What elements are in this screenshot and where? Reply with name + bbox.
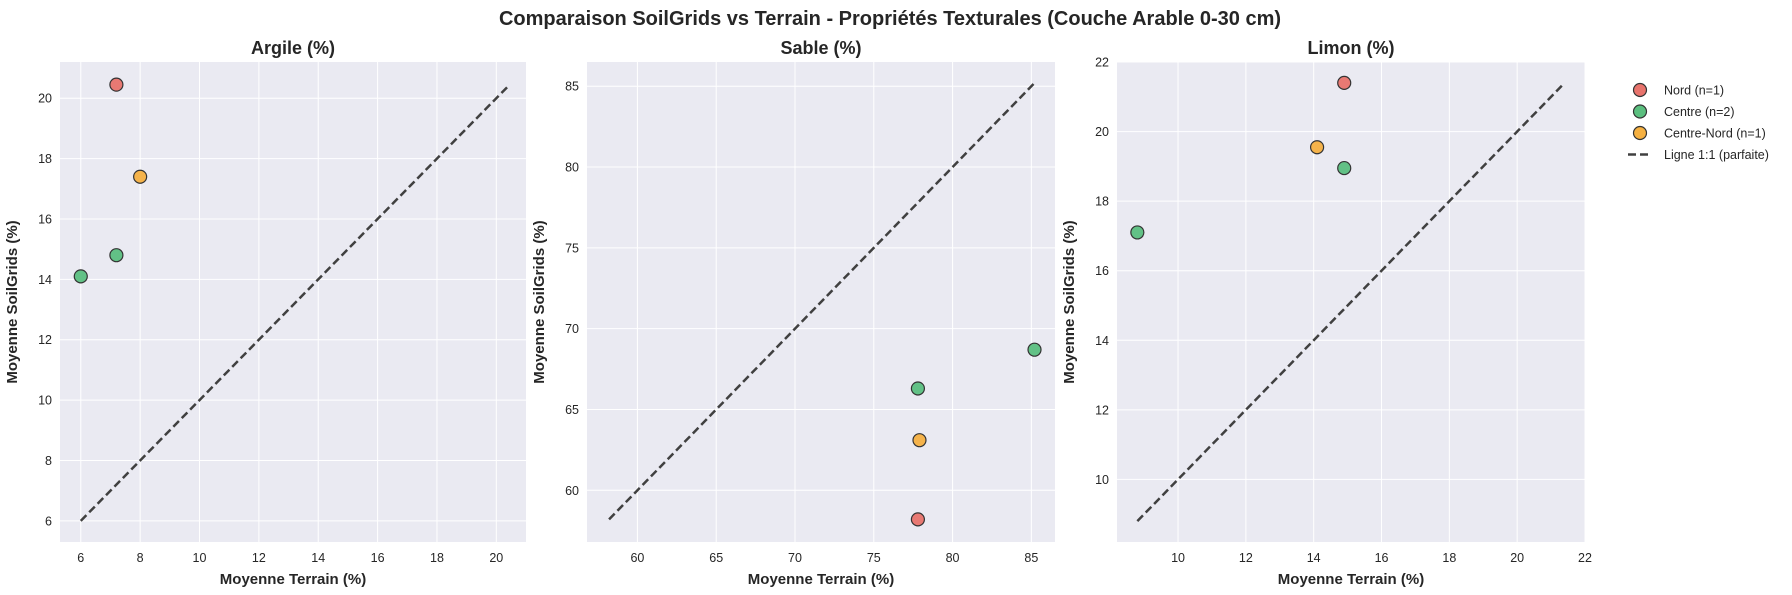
x-tick-label: 20 — [1510, 551, 1524, 565]
x-tick-label: 75 — [867, 551, 881, 565]
x-tick-label: 18 — [430, 551, 444, 565]
x-tick-label: 20 — [489, 551, 503, 565]
y-tick-label: 14 — [38, 273, 52, 287]
x-tick-label: 65 — [709, 551, 723, 565]
x-tick-label: 8 — [137, 551, 144, 565]
y-tick-label: 10 — [1095, 473, 1109, 487]
x-tick-label: 22 — [1578, 551, 1592, 565]
x-tick-label: 80 — [946, 551, 960, 565]
y-tick-label: 12 — [1095, 403, 1109, 417]
y-axis-label: Moyenne SoilGrids (%) — [531, 220, 548, 383]
legend-label: Centre-Nord (n=1) — [1664, 127, 1766, 141]
x-axis-label: Moyenne Terrain (%) — [748, 571, 894, 588]
x-tick-label: 12 — [252, 551, 266, 565]
identity-line — [608, 82, 1036, 521]
x-tick-label: 14 — [1307, 551, 1321, 565]
panels: 6 8 10 12 14 16 18 20 6 8 10 12 14 16 18 20 Argile (%) Mo… — [4, 38, 1592, 588]
legend-marker — [1632, 82, 1648, 98]
y-tick-label: 22 — [1095, 56, 1109, 70]
y-tick-label: 16 — [1095, 264, 1109, 278]
y-tick-label: 18 — [1095, 195, 1109, 209]
legend-label: Centre (n=2) — [1664, 105, 1735, 119]
panel-title: Argile (%) — [251, 38, 335, 58]
x-tick-label: 85 — [1024, 551, 1038, 565]
x-tick-label: 6 — [77, 551, 84, 565]
legend-label: Ligne 1:1 (parfaite) — [1664, 148, 1769, 162]
legend: Nord (n=1) Centre (n=2) Centre-Nord (n=1) L… — [1628, 82, 1769, 162]
y-tick-label: 14 — [1095, 334, 1109, 348]
grid — [587, 62, 1055, 542]
x-tick-label: 70 — [788, 551, 802, 565]
y-axis-label: Moyenne SoilGrids (%) — [1061, 220, 1078, 383]
data-point — [910, 381, 926, 396]
x-tick-label: 10 — [1171, 551, 1185, 565]
panel-1: 6 8 10 12 14 16 18 20 6 8 10 12 14 16 18 20 Argile (%) Mo… — [4, 38, 526, 588]
figure-title: Comparaison SoilGrids vs Terrain - Propr… — [499, 8, 1281, 30]
y-tick-label: 18 — [38, 152, 52, 166]
y-tick-label: 12 — [38, 333, 52, 347]
y-tick-label: 6 — [45, 514, 52, 528]
y-tick-label: 8 — [45, 454, 52, 468]
legend-entry: Centre-Nord (n=1) — [1632, 125, 1766, 141]
y-tick-label: 70 — [565, 322, 579, 336]
legend-marker — [1632, 125, 1648, 141]
x-tick-label: 14 — [311, 551, 325, 565]
panel-title: Sable (%) — [780, 38, 861, 58]
x-tick-label: 18 — [1442, 551, 1456, 565]
y-tick-label: 65 — [565, 403, 579, 417]
data-point — [910, 512, 926, 527]
data-point — [1130, 225, 1145, 240]
data-point — [1337, 160, 1352, 176]
data-point — [1309, 140, 1325, 155]
data-point — [73, 269, 88, 284]
data-point — [109, 77, 124, 92]
y-tick-label: 85 — [565, 80, 579, 94]
y-tick-label: 80 — [565, 161, 579, 175]
x-tick-label: 16 — [371, 551, 385, 565]
legend-entry: Nord (n=1) — [1632, 82, 1724, 98]
y-tick-label: 10 — [38, 394, 52, 408]
legend-marker — [1632, 104, 1648, 119]
y-tick-label: 20 — [1095, 125, 1109, 139]
legend-label: Nord (n=1) — [1664, 84, 1724, 98]
panel-title: Limon (%) — [1308, 38, 1395, 58]
identity-line — [79, 85, 510, 522]
legend-entry: Centre (n=2) — [1632, 104, 1735, 119]
data-point — [1337, 75, 1352, 90]
data-point — [912, 433, 927, 448]
plot-area — [60, 62, 526, 542]
x-tick-label: 12 — [1239, 551, 1253, 565]
identity-line — [1136, 83, 1564, 523]
grid — [60, 62, 526, 542]
x-axis-label: Moyenne Terrain (%) — [220, 571, 366, 588]
y-tick-label: 16 — [38, 212, 52, 226]
x-tick-label: 60 — [630, 551, 644, 565]
y-tick-label: 75 — [565, 241, 579, 255]
x-tick-label: 16 — [1375, 551, 1389, 565]
panel-3: 10 12 14 16 18 20 22 10 12 14 16 18 20 22 Limon (%) Moy… — [1061, 38, 1592, 588]
panel-2: 60 65 70 75 80 85 60 65 70 75 80 85 Sable (%) Moyenne… — [531, 38, 1055, 588]
y-tick-label: 60 — [565, 484, 579, 498]
data-point — [109, 248, 124, 263]
y-axis-label: Moyenne SoilGrids (%) — [4, 220, 21, 383]
legend-entry: Ligne 1:1 (parfaite) — [1628, 148, 1769, 162]
data-point — [133, 169, 148, 184]
x-tick-label: 10 — [193, 551, 207, 565]
x-axis-label: Moyenne Terrain (%) — [1278, 571, 1424, 588]
y-tick-label: 20 — [38, 92, 52, 106]
data-point — [1027, 342, 1042, 357]
